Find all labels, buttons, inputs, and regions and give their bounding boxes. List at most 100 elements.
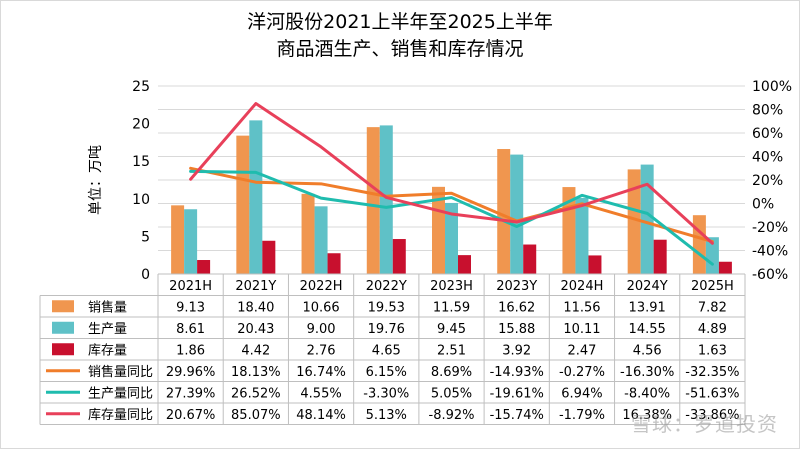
data-label: -3.30% [363, 386, 409, 401]
data-label: 20.43 [237, 322, 274, 337]
data-label: 2.76 [307, 343, 336, 358]
x-axis-tick-label: 2023H [430, 279, 473, 294]
data-label: 1.86 [176, 343, 205, 358]
y2-axis-tick-label: -40% [752, 244, 788, 260]
legend-label: 库存量同比 [88, 407, 153, 423]
data-label: 26.52% [231, 386, 281, 401]
y-axis-tick-label: 15 [132, 154, 150, 170]
data-label: -15.74% [490, 408, 544, 423]
bar-2 [640, 164, 654, 274]
data-label: 16.62 [498, 300, 535, 315]
data-label: 29.96% [166, 365, 216, 380]
bar-1 [171, 205, 185, 274]
x-axis-tick-label: 2025H [691, 279, 734, 294]
bar-2 [445, 202, 458, 274]
y2-axis-tick-label: 40% [752, 150, 783, 166]
data-label: 16.74% [296, 365, 346, 380]
data-label: 4.89 [698, 322, 727, 337]
bar-2 [510, 154, 524, 274]
data-label: 3.92 [502, 343, 531, 358]
data-label: 16.38% [622, 408, 672, 423]
data-label: 10.11 [563, 322, 600, 337]
data-label: 85.07% [231, 408, 281, 423]
data-label: -32.35% [685, 365, 739, 380]
bar-1 [627, 169, 641, 274]
data-label: -8.40% [624, 386, 670, 401]
bar-1 [366, 127, 380, 274]
bar-1 [236, 135, 250, 274]
data-label: -1.79% [559, 408, 605, 423]
watermark: 雪球：罗道投资 [631, 412, 778, 436]
y-axis-tick-label: 5 [141, 229, 150, 245]
data-label: 2.47 [567, 343, 596, 358]
data-label: -8.92% [429, 408, 475, 423]
y2-axis-tick-label: -60% [752, 267, 788, 283]
data-label: -14.93% [490, 365, 544, 380]
y2-axis-tick-label: 0% [752, 197, 774, 213]
bar-3 [392, 239, 406, 274]
data-label: -51.63% [685, 386, 739, 401]
bar-2 [184, 209, 198, 274]
bar-3 [197, 260, 211, 274]
x-axis-tick-label: 2022Y [366, 279, 407, 294]
data-label: 8.69% [431, 365, 472, 380]
data-label: 19.53 [368, 300, 405, 315]
y2-axis-tick-label: -20% [752, 220, 788, 236]
y-axis-label: 单位：万吨 [88, 145, 104, 215]
bar-3 [262, 240, 276, 274]
y-axis-tick-label: 20 [132, 117, 150, 133]
y2-axis-tick-label: 100% [752, 79, 792, 95]
bar-2 [249, 120, 263, 275]
data-label: 18.13% [231, 365, 281, 380]
x-axis-tick-label: 2024H [561, 279, 604, 294]
data-label: 27.39% [166, 386, 216, 401]
data-label: 14.55 [629, 322, 666, 337]
x-axis-tick-label: 2023Y [496, 279, 537, 294]
data-label: -19.61% [490, 386, 544, 401]
bar-3 [718, 261, 732, 274]
series-line-3 [189, 102, 714, 245]
x-axis-tick-label: 2021Y [235, 279, 276, 294]
bar-3 [523, 244, 537, 274]
bar-2 [314, 206, 328, 274]
data-label: 11.59 [433, 300, 470, 315]
bar-3 [588, 255, 602, 274]
data-label: 9.00 [307, 322, 336, 337]
data-label: 8.61 [176, 322, 205, 337]
bar-1 [692, 215, 706, 274]
legend-label: 销售量同比 [88, 364, 153, 380]
bar-3 [653, 239, 667, 274]
data-label: 15.88 [498, 322, 535, 337]
bar-3 [458, 255, 471, 274]
data-label: -16.30% [620, 365, 674, 380]
legend-swatch [52, 300, 74, 313]
bar-3 [327, 253, 341, 274]
y2-axis-tick-label: 80% [752, 103, 783, 119]
data-label: 4.55% [300, 386, 341, 401]
bar-2 [705, 237, 719, 274]
data-label: 7.82 [698, 300, 727, 315]
y-axis-tick-label: 25 [132, 79, 150, 95]
y2-axis-tick-label: 20% [752, 173, 783, 189]
data-label: 1.63 [698, 343, 727, 358]
x-axis-tick-label: 2024Y [627, 279, 668, 294]
x-axis-tick-label: 2022H [300, 279, 343, 294]
data-label: 9.13 [176, 300, 205, 315]
data-label: 5.05% [431, 386, 472, 401]
data-label: 2.51 [437, 343, 466, 358]
data-label: 18.40 [237, 300, 274, 315]
data-label: 10.66 [302, 300, 339, 315]
data-label: -33.86% [685, 408, 739, 423]
chart-subtitle: 商品酒生产、销售和库存情况 [276, 38, 523, 60]
data-label: 5.13% [366, 408, 407, 423]
data-label: 13.91 [629, 300, 666, 315]
data-label: 9.45 [437, 322, 466, 337]
legend-label: 生产量 [88, 322, 127, 337]
data-label: -0.27% [559, 365, 605, 380]
bar-2 [379, 125, 393, 274]
data-label: 20.67% [166, 408, 216, 423]
bar-1 [301, 193, 315, 274]
bar-1 [497, 149, 511, 274]
x-axis-tick-label: 2021H [169, 279, 212, 294]
